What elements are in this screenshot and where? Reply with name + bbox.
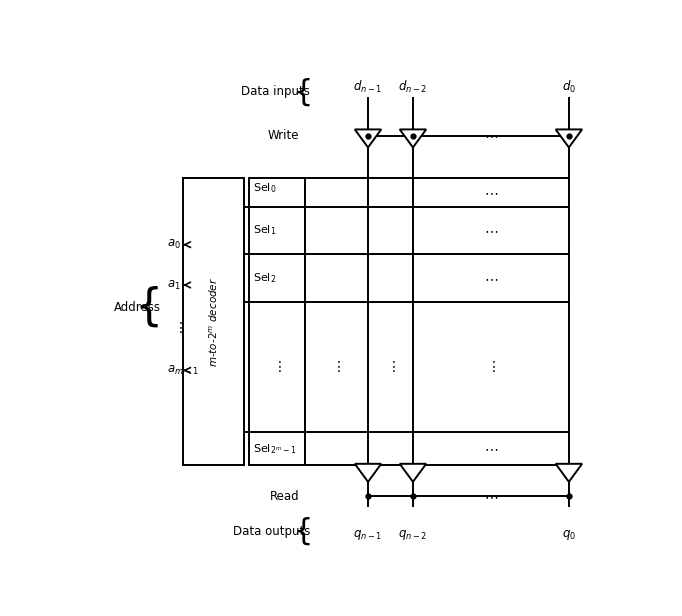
Text: $a_0$: $a_0$ (167, 238, 181, 251)
Text: Address: Address (115, 301, 162, 314)
Bar (249, 178, 305, 465)
Text: $q_{n-2}$: $q_{n-2}$ (398, 528, 428, 542)
Text: $d_{n-2}$: $d_{n-2}$ (398, 79, 428, 95)
Text: $\cdots$: $\cdots$ (484, 442, 498, 456)
Bar (183, 178, 244, 465)
Polygon shape (400, 464, 426, 482)
Text: $\vdots$: $\vdots$ (331, 359, 341, 375)
Text: {: { (134, 286, 163, 329)
Text: Data inputs: Data inputs (241, 86, 310, 99)
Bar (305, 178, 569, 465)
Text: $d_{n-1}$: $d_{n-1}$ (353, 79, 383, 95)
Text: Sel$_2$: Sel$_2$ (253, 271, 276, 285)
Polygon shape (355, 129, 381, 147)
Text: $a_1$: $a_1$ (167, 278, 181, 291)
Text: $d_0$: $d_0$ (562, 79, 576, 95)
Text: $\vdots$: $\vdots$ (486, 359, 496, 375)
Text: $\cdots$: $\cdots$ (484, 224, 498, 237)
Text: $m$-to-$2^m$ decoder: $m$-to-$2^m$ decoder (207, 277, 220, 367)
Text: $q_{n-1}$: $q_{n-1}$ (353, 528, 383, 542)
Text: $\cdots$: $\cdots$ (484, 129, 498, 142)
Polygon shape (556, 464, 582, 482)
Text: $\vdots$: $\vdots$ (385, 359, 396, 375)
Polygon shape (355, 464, 381, 482)
Text: {: { (293, 78, 312, 107)
Text: Data outputs: Data outputs (233, 525, 310, 538)
Text: $q_0$: $q_0$ (562, 528, 576, 542)
Text: $\cdots$: $\cdots$ (484, 489, 498, 503)
Text: $\vdots$: $\vdots$ (272, 359, 282, 375)
Polygon shape (556, 129, 582, 147)
Text: Sel$_1$: Sel$_1$ (253, 224, 276, 237)
Text: $a_{m-1}$: $a_{m-1}$ (167, 364, 199, 377)
Text: Write: Write (268, 129, 299, 142)
Text: Sel$_0$: Sel$_0$ (253, 181, 276, 195)
Polygon shape (400, 129, 426, 147)
Text: Sel$_{2^m-1}$: Sel$_{2^m-1}$ (253, 442, 296, 456)
Text: $\cdots$: $\cdots$ (484, 271, 498, 285)
Text: {: { (293, 517, 312, 546)
Text: $\vdots$: $\vdots$ (173, 320, 183, 335)
Text: $\cdots$: $\cdots$ (484, 185, 498, 200)
Text: Read: Read (269, 490, 299, 503)
